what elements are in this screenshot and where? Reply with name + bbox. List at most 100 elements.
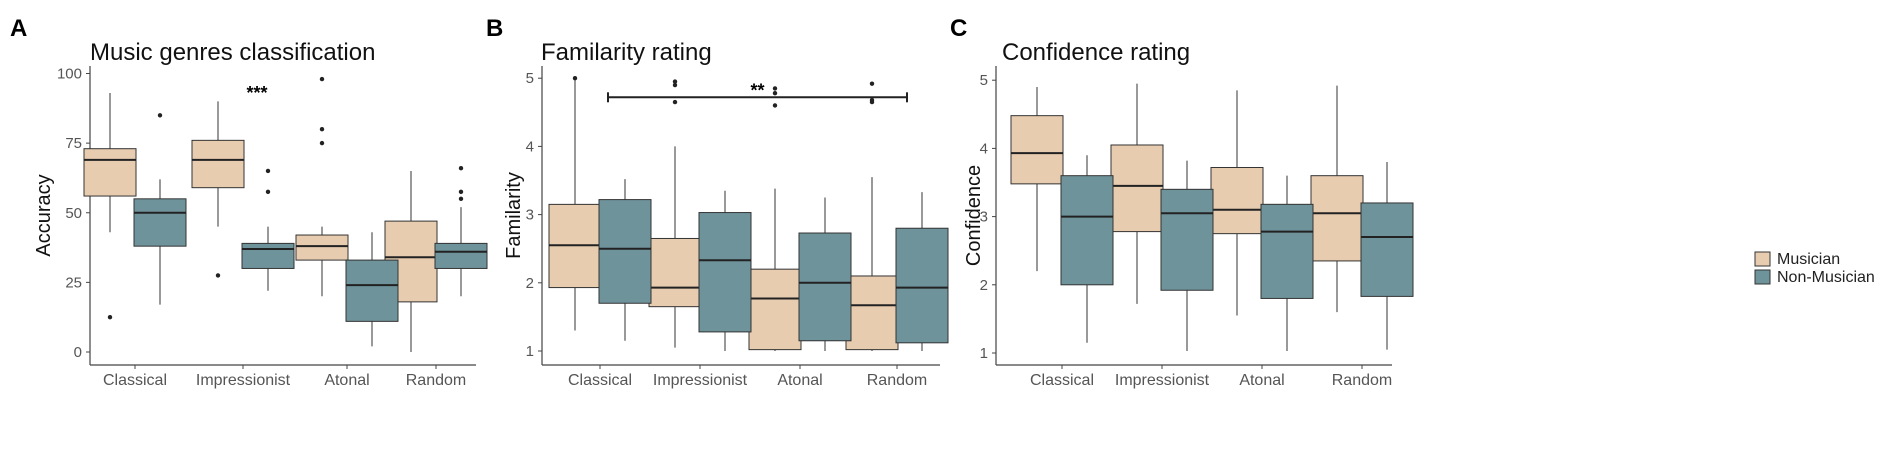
box-non-musician-impressionist	[1160, 160, 1214, 351]
box-iqr	[241, 242, 295, 269]
box-musician-impressionist	[191, 101, 245, 278]
x-tick-label: Impressionist	[196, 372, 291, 389]
y-tick-label: 75	[65, 135, 82, 152]
panel-a: A Music genres classification Accuracy 0 25 5…	[10, 15, 488, 389]
box-iqr	[1010, 115, 1064, 185]
outlier-point	[458, 165, 464, 171]
box-iqr	[1060, 175, 1114, 286]
box-musician-impressionist	[648, 79, 702, 348]
box-musician-random	[845, 81, 899, 351]
y-tick-label: 5	[526, 70, 534, 87]
legend-label: Non-Musician	[1777, 269, 1875, 286]
outlier-point	[772, 86, 778, 91]
box-iqr	[648, 237, 702, 308]
box-non-musician-atonal	[798, 197, 852, 351]
x-tick-label: Classical	[568, 372, 632, 389]
x-tick-label: Atonal	[777, 372, 822, 389]
chart-title: Confidence rating	[1002, 39, 1190, 66]
outlier-point	[319, 127, 325, 132]
chart-title: Familarity rating	[541, 39, 712, 66]
y-tick-label: 1	[526, 343, 534, 360]
legend-label: Musician	[1777, 251, 1840, 268]
outlier-point	[107, 314, 113, 320]
y-tick-label: 3	[526, 207, 534, 224]
x-tick-label: Random	[1332, 372, 1392, 389]
box-iqr	[845, 275, 899, 351]
outlier-point	[265, 189, 271, 195]
panel-letter: A	[10, 15, 27, 42]
legend-swatch	[1754, 269, 1771, 285]
y-tick-label: 50	[65, 205, 82, 222]
y-tick-label: 4	[980, 140, 988, 157]
panel-c: C Confidence rating Confidence 1 2 3 4 5 Classic…	[950, 15, 1414, 389]
y-tick-label: 1	[980, 345, 988, 362]
outlier-point	[672, 99, 678, 105]
box-iqr	[1160, 188, 1214, 291]
y-tick-label: 2	[526, 275, 534, 292]
box-iqr	[295, 234, 349, 261]
box-musician-atonal	[748, 86, 802, 351]
outlier-point	[772, 91, 778, 96]
x-tick-label: Classical	[1030, 372, 1094, 389]
box-iqr	[1110, 144, 1164, 233]
box-iqr	[748, 268, 802, 351]
outlier-point	[157, 113, 163, 118]
outlier-point	[869, 81, 875, 86]
y-tick-label: 5	[980, 72, 988, 89]
outlier-point	[572, 76, 578, 81]
box-musician-classical	[548, 76, 602, 331]
significance-label: **	[750, 80, 764, 100]
box-iqr	[598, 199, 652, 304]
outlier-point	[772, 103, 778, 108]
box-non-musician-classical	[598, 179, 652, 341]
outlier-point	[265, 168, 271, 174]
box-non-musician-atonal	[345, 232, 399, 347]
x-tick-label: Classical	[103, 372, 167, 389]
box-non-musician-impressionist	[698, 190, 752, 351]
chart-title: Music genres classification	[90, 39, 375, 66]
outlier-point	[458, 189, 464, 195]
box-non-musician-classical	[133, 113, 187, 305]
box-iqr	[1210, 166, 1264, 235]
legend-swatch	[1754, 251, 1771, 267]
x-tick-label: Impressionist	[1115, 372, 1210, 389]
x-tick-label: Atonal	[324, 372, 369, 389]
box-iqr	[83, 148, 137, 197]
box-iqr	[1360, 202, 1414, 297]
outlier-point	[672, 82, 678, 88]
box-iqr	[1310, 175, 1364, 262]
y-tick-label: 0	[74, 344, 82, 361]
y-axis-label: Accuracy	[33, 174, 55, 256]
box-non-musician-atonal	[1260, 175, 1314, 351]
y-tick-label: 2	[980, 277, 988, 294]
box-musician-classical	[1010, 87, 1064, 272]
box-non-musician-random	[1360, 162, 1414, 350]
outlier-point	[672, 79, 678, 84]
panel-b: B Familarity rating Familarity 1 2 3 4 5 Classic…	[486, 15, 949, 389]
box-iqr	[434, 242, 488, 269]
outlier-point	[319, 140, 325, 146]
x-tick-label: Impressionist	[653, 372, 748, 389]
outlier-point	[319, 76, 325, 82]
box-non-musician-classical	[1060, 155, 1114, 343]
panel-letter: C	[950, 15, 967, 42]
box-iqr	[133, 198, 187, 247]
box-musician-atonal	[295, 76, 349, 297]
box-iqr	[895, 227, 949, 344]
y-axis-label: Confidence	[963, 165, 985, 266]
box-non-musician-random	[434, 165, 488, 297]
outlier-point	[869, 97, 875, 103]
x-tick-label: Atonal	[1239, 372, 1284, 389]
box-non-musician-random	[895, 192, 949, 351]
panel-letter: B	[486, 15, 503, 42]
x-tick-label: Random	[867, 372, 927, 389]
y-tick-label: 25	[65, 274, 82, 291]
box-musician-classical	[83, 92, 137, 320]
box-musician-random	[1310, 85, 1364, 313]
outlier-point	[215, 273, 221, 278]
box-non-musician-impressionist	[241, 168, 295, 291]
box-iqr	[191, 139, 245, 189]
box-iqr	[798, 232, 852, 342]
outlier-point	[458, 196, 464, 202]
